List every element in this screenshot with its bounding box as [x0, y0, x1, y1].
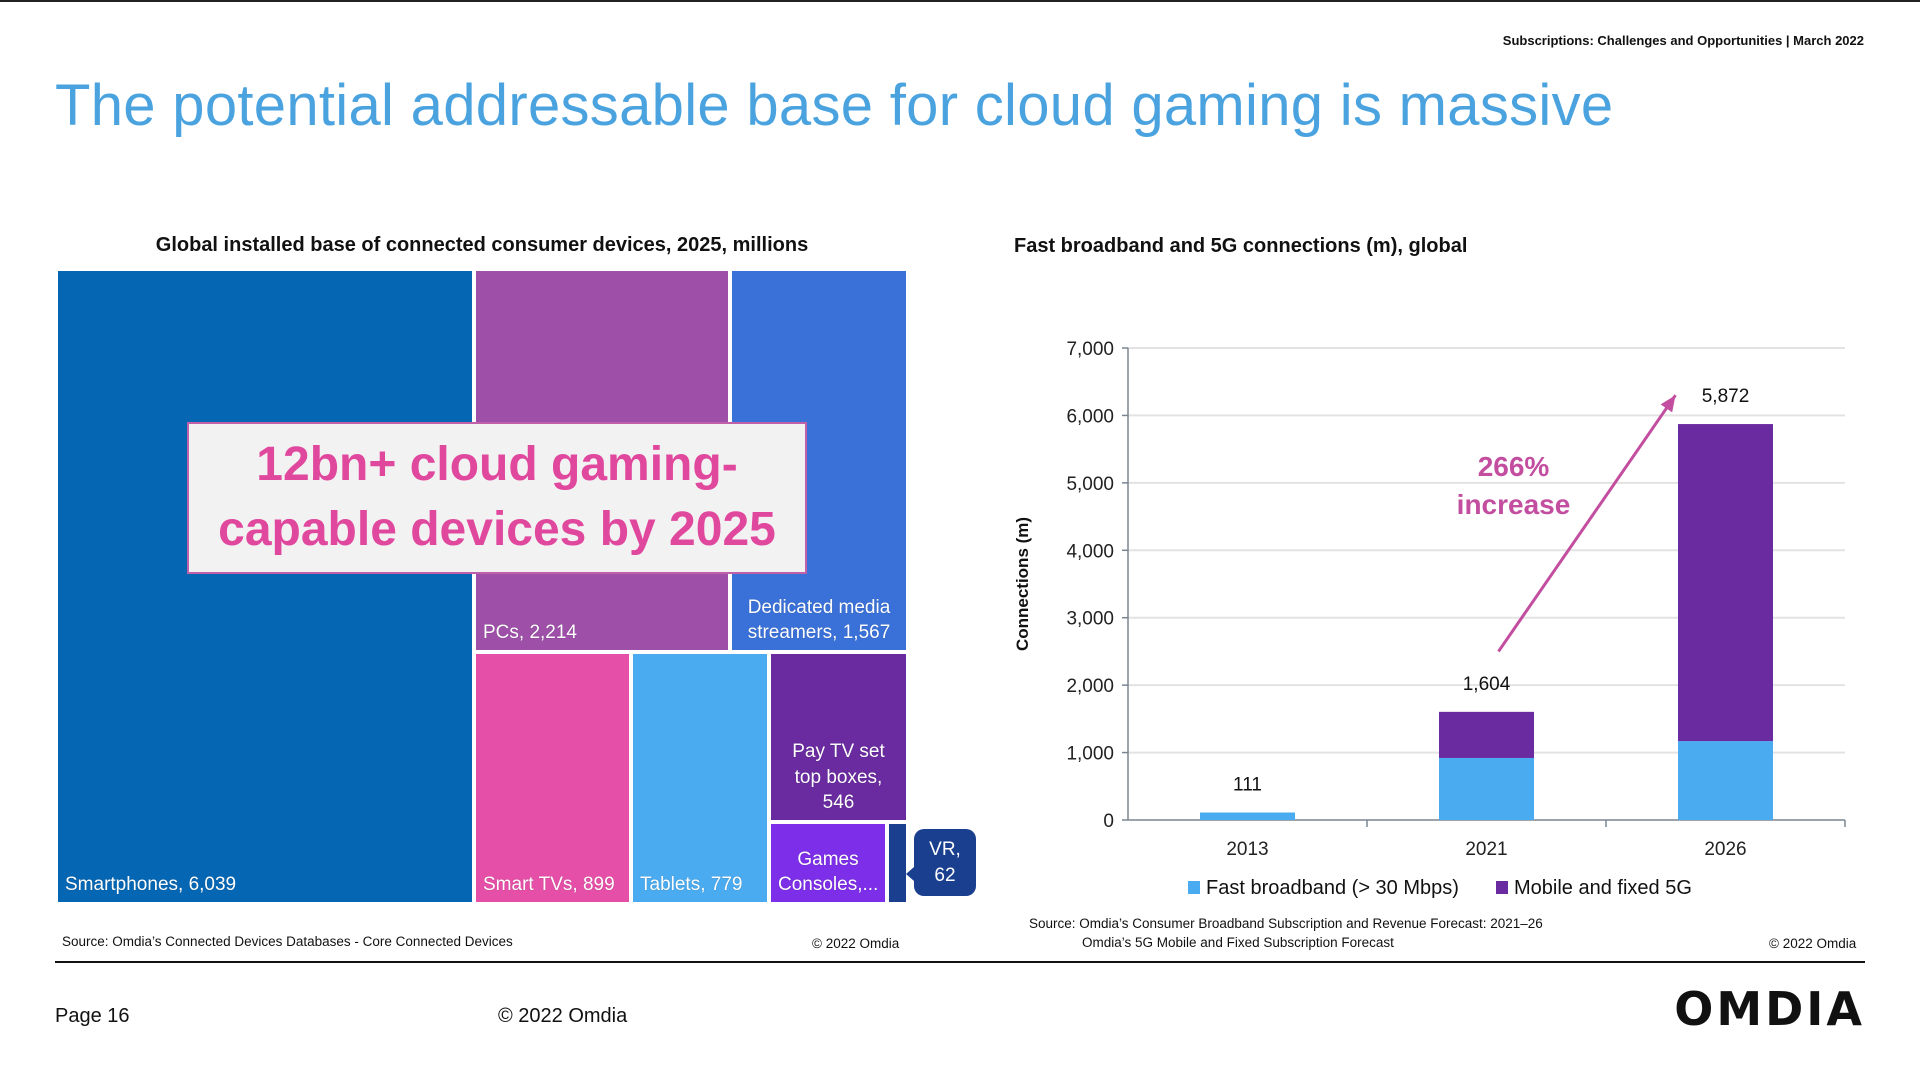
legend-label: Mobile and fixed 5G: [1514, 877, 1692, 899]
tile-tablets: Tablets, 779: [631, 652, 769, 904]
bar-segment-fast-broadband: [1439, 757, 1534, 820]
bar-segment-mobile-5g: [1439, 711, 1534, 758]
tile-label: Smartphones, 6,039: [65, 874, 237, 896]
highlight-line2: capable devices by 2025: [218, 503, 776, 556]
y-tick-label: 5,000: [1066, 474, 1114, 495]
y-tick-label: 6,000: [1066, 406, 1114, 427]
tile-smartphones: Smartphones, 6,039: [56, 269, 474, 904]
treemap: Smartphones, 6,039 PCs, 2,214 Dedicated …: [56, 269, 908, 904]
tile-label: PCs, 2,214: [483, 622, 577, 644]
x-tick-label: 2021: [1465, 839, 1507, 860]
legend-swatch: [1496, 881, 1508, 894]
bar-chart-title: Fast broadband and 5G connections (m), g…: [1014, 235, 1468, 257]
tile-vr: [887, 822, 908, 904]
x-tick-label: 2026: [1704, 839, 1746, 860]
y-tick-label: 3,000: [1066, 609, 1114, 630]
bar-segment-fast-broadband: [1200, 812, 1295, 820]
tile-label: Tablets, 779: [640, 874, 743, 896]
y-axis-label: Connections (m): [1013, 517, 1032, 651]
x-tick-label: 2013: [1226, 839, 1268, 860]
tile-label: Pay TV set top boxes, 546: [792, 741, 885, 814]
highlight-box: 12bn+ cloud gaming- capable devices by 2…: [187, 422, 807, 574]
bar-chart: 0 1,000 2,000 3,000 4,000 5,000 6,000 7,000 Conn…: [1013, 339, 1846, 899]
legend-label: Fast broadband (> 30 Mbps): [1206, 877, 1459, 899]
increase-arrow: [1497, 394, 1677, 653]
total-label: 1,604: [1463, 674, 1511, 695]
page-number: Page 16: [55, 1005, 130, 1027]
total-label: 111: [1233, 775, 1262, 796]
highlight-line1: 12bn+ cloud gaming-: [256, 438, 738, 492]
treemap-source: Source: Omdia’s Connected Devices Databa…: [62, 934, 513, 949]
treemap-title: Global installed base of connected consu…: [155, 234, 809, 256]
y-tick-label: 1,000: [1066, 744, 1114, 765]
footer-copyright: © 2022 Omdia: [498, 1005, 628, 1027]
treemap-copyright: © 2022 Omdia: [812, 936, 900, 951]
report-header: Subscriptions: Challenges and Opportunit…: [1502, 33, 1864, 48]
total-label: 5,872: [1702, 386, 1750, 407]
tile-games-consoles: Games Consoles,...: [769, 822, 887, 904]
legend-swatch: [1188, 881, 1200, 894]
vr-callout: VR, 62: [906, 829, 976, 896]
annotation-text: increase: [1457, 489, 1571, 520]
top-border: [0, 0, 1920, 2]
y-tick-label: 7,000: [1066, 339, 1114, 360]
y-tick-label: 4,000: [1066, 541, 1114, 562]
tile-label: Games Consoles,...: [778, 848, 879, 896]
bar-segment-mobile-5g: [1678, 424, 1773, 742]
annotation-percent: 266%: [1478, 451, 1550, 482]
bar-segment-fast-broadband: [1678, 741, 1773, 820]
tile-label: Dedicated media streamers, 1,567: [747, 596, 891, 644]
slide-title: The potential addressable base for cloud…: [55, 73, 1614, 138]
y-tick-label: 0: [1103, 811, 1114, 832]
arrow-head-icon: [1660, 395, 1676, 413]
vr-label: VR, 62: [929, 838, 961, 886]
y-tick-label: 2,000: [1066, 676, 1114, 697]
bar-source-line1: Source: Omdia’s Consumer Broadband Subsc…: [1029, 916, 1543, 931]
footer-divider: [55, 961, 1865, 963]
tile-pay-tv: Pay TV set top boxes, 546: [769, 652, 908, 822]
bar-source-line2: Omdia’s 5G Mobile and Fixed Subscription…: [1082, 935, 1394, 950]
omdia-logo: OMDIA: [1674, 982, 1865, 1036]
bar-copyright: © 2022 Omdia: [1769, 936, 1857, 951]
tile-smart-tvs: Smart TVs, 899: [474, 652, 631, 904]
tile-label: Smart TVs, 899: [483, 874, 615, 896]
